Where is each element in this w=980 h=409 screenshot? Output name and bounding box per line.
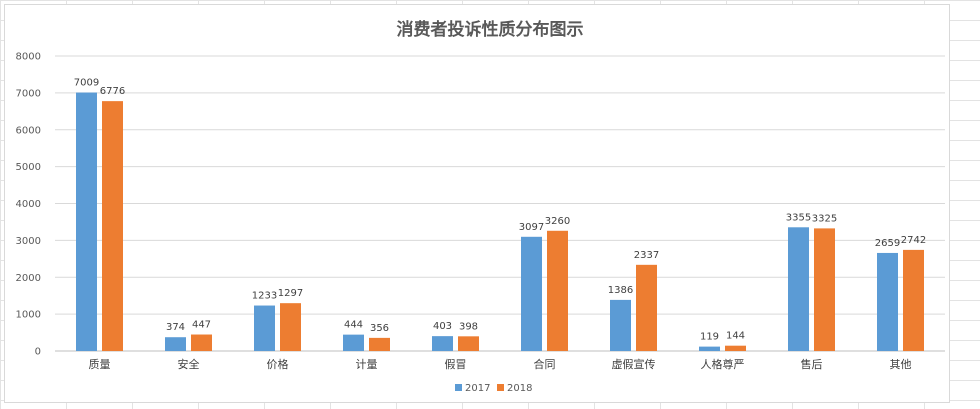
- x-category-label: 计量: [356, 358, 378, 371]
- bar-2018: [191, 334, 212, 351]
- x-category-label: 售后: [801, 357, 823, 371]
- x-category-label: 其他: [890, 358, 912, 371]
- legend: 2017 2018: [455, 383, 532, 394]
- x-category-label: 安全: [178, 357, 200, 371]
- data-label-2018: 2742: [901, 235, 926, 246]
- bars: [76, 92, 924, 351]
- bar-2018: [725, 345, 746, 351]
- y-tick-label: 8000: [16, 52, 41, 63]
- data-label-2017: 3355: [786, 212, 811, 223]
- data-label-2018: 398: [459, 321, 478, 332]
- bar-2017: [788, 227, 809, 351]
- y-axis: 0 1000 2000 3000 4000 5000 6000 7000 8000: [16, 52, 41, 358]
- data-label-2018: 356: [370, 323, 389, 334]
- gridlines: [55, 55, 945, 352]
- y-tick-label: 6000: [16, 125, 41, 136]
- y-tick-label: 1000: [16, 310, 41, 321]
- legend-swatch-2018: [497, 384, 504, 391]
- bar-2018: [636, 264, 657, 351]
- data-label-2017: 1233: [252, 291, 277, 302]
- bar-2018: [369, 337, 390, 351]
- bar-2017: [165, 337, 186, 351]
- bar-2018: [280, 303, 301, 351]
- x-category-label: 人格尊严: [701, 357, 745, 371]
- data-label-2017: 3097: [519, 222, 544, 233]
- bar-2018: [102, 101, 123, 351]
- data-label-2017: 1386: [608, 285, 633, 296]
- bar-2017: [877, 252, 898, 351]
- bar-2018: [547, 230, 568, 351]
- x-category-label: 虚假宣传: [612, 357, 656, 371]
- data-label-2018: 6776: [100, 86, 125, 97]
- data-label-2017: 119: [700, 332, 719, 343]
- legend-label-2017: 2017: [465, 383, 490, 394]
- data-label-2018: 144: [726, 331, 745, 342]
- data-label-2018: 1297: [278, 288, 303, 299]
- chart-title: 消费者投诉性质分布图示: [397, 19, 584, 40]
- bar-2018: [458, 336, 479, 351]
- data-label-2017: 403: [433, 321, 452, 332]
- data-label-2017: 444: [344, 320, 363, 331]
- chart-svg: 消费者投诉性质分布图示 0 1000 2000 3000 4000 5000 6000 700…: [16, 19, 945, 394]
- bar-2017: [76, 92, 97, 351]
- data-label-2017: 2659: [875, 238, 900, 249]
- bar-2018: [903, 249, 924, 351]
- legend-label-2018: 2018: [507, 383, 532, 394]
- x-category-label: 价格: [267, 357, 289, 371]
- data-label-2017: 374: [166, 322, 185, 333]
- bar-2017: [699, 346, 720, 351]
- bar-2017: [610, 299, 631, 351]
- x-category-label: 质量: [89, 358, 111, 371]
- data-label-2018: 3260: [545, 216, 570, 227]
- data-label-2018: 2337: [634, 250, 659, 261]
- x-category-label: 假冒: [445, 357, 467, 371]
- data-label-2018: 447: [192, 320, 211, 331]
- y-tick-label: 4000: [16, 199, 41, 210]
- bar-2017: [343, 334, 364, 351]
- bar-2017: [432, 336, 453, 351]
- y-tick-label: 2000: [16, 273, 41, 284]
- bar-2017: [521, 236, 542, 351]
- legend-swatch-2017: [455, 384, 462, 391]
- bar-2017: [254, 305, 275, 351]
- data-label-2018: 3325: [812, 213, 837, 224]
- chart-area[interactable]: 消费者投诉性质分布图示 0 1000 2000 3000 4000 5000 6000 700…: [4, 4, 950, 403]
- x-axis: 质量 安全 价格 计量 假冒 合同 虚假宣传 人格尊严 售后 其他: [89, 357, 912, 371]
- y-tick-label: 5000: [16, 162, 41, 173]
- y-tick-label: 7000: [16, 88, 41, 99]
- bar-2018: [814, 228, 835, 351]
- y-tick-label: 0: [35, 347, 41, 358]
- data-label-2017: 7009: [74, 78, 99, 89]
- x-category-label: 合同: [534, 357, 556, 371]
- y-tick-label: 3000: [16, 236, 41, 247]
